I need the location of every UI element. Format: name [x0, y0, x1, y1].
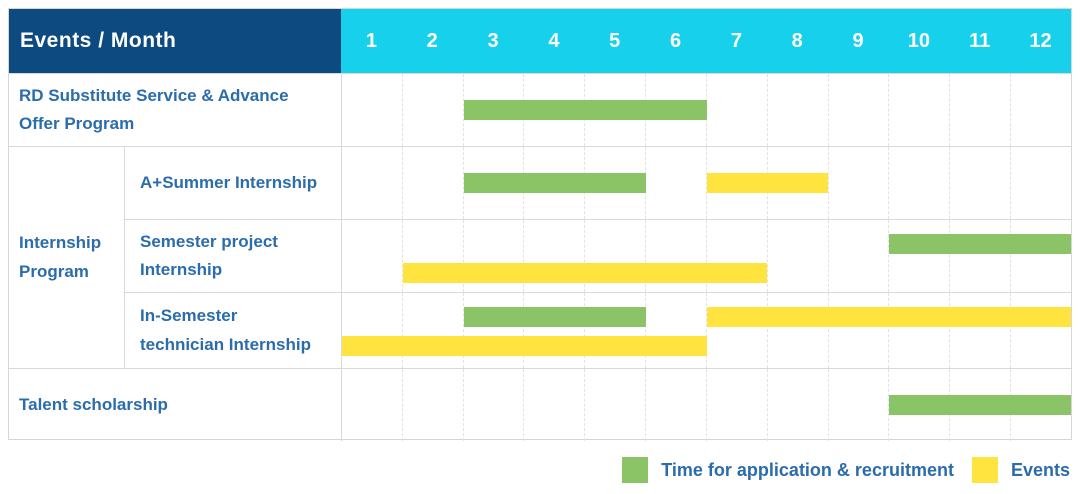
month-gridline-cell [645, 220, 706, 292]
month-header-label: 7 [730, 29, 742, 52]
month-gridline-cell [1010, 147, 1071, 219]
month-gridline-cell [705, 220, 767, 292]
month-gridline-cell [705, 369, 767, 441]
events-month-gantt-table: Events / Month 1 2 3 4 5 6 7 8 9 10 11 12 RD Substi… [8, 8, 1072, 441]
yellow-gantt-bar [402, 263, 768, 283]
green-gantt-bar [463, 173, 646, 193]
month-gridline-cell [766, 220, 828, 292]
month-gridline-cell [342, 369, 402, 441]
month-gridline-cell [949, 220, 1010, 292]
green-gantt-bar [888, 234, 1071, 254]
month-gridline-cell [827, 293, 889, 368]
month-gridline-cell [705, 293, 767, 368]
month-gridline-cell [342, 147, 402, 219]
month-gridline-cell [1010, 293, 1071, 368]
row-label-talent-scholarship: Talent scholarship [9, 368, 341, 441]
month-gridline-cell [1010, 220, 1071, 292]
legend-item-yellow: Events [971, 457, 1070, 483]
row-label-a-plus-summer: A+Summer Internship [124, 146, 341, 219]
month-gridline-cell [1010, 74, 1071, 146]
chart-row-a-plus-summer [341, 146, 1071, 219]
month-gridline-cell [401, 220, 463, 292]
months-header-row: 1 2 3 4 5 6 7 8 9 10 11 12 [341, 9, 1071, 73]
yellow-gantt-bar [706, 173, 828, 193]
yellow-swatch-icon [971, 457, 998, 483]
month-header-label: 5 [609, 29, 621, 52]
month-gridline-cell [401, 147, 463, 219]
month-gridline-cell [342, 74, 402, 146]
month-gridline-cell [766, 369, 828, 441]
month-gridline-cell [584, 369, 645, 441]
month-gridline-cell [888, 220, 949, 292]
green-gantt-bar [888, 395, 1071, 415]
month-gridline-cell [766, 74, 828, 146]
month-gridline-cell [523, 369, 584, 441]
month-gridline-cell [827, 74, 889, 146]
yellow-gantt-bar [706, 307, 1071, 327]
month-gridline-cell [584, 293, 645, 368]
month-gridline-cell [342, 293, 402, 368]
month-gridline-cell [584, 220, 645, 292]
month-gridline-cell [462, 369, 524, 441]
chart-row-talent-scholarship [341, 368, 1071, 441]
month-gridline-cell [949, 147, 1010, 219]
month-gridline-cell [888, 147, 949, 219]
month-header-label: 11 [969, 29, 991, 52]
green-gantt-bar [463, 100, 707, 120]
green-gantt-bar [463, 307, 646, 327]
month-gridline-cell [342, 220, 402, 292]
month-gridline-cell [949, 293, 1010, 368]
chart-row-in-semester-technician [341, 292, 1071, 368]
month-gridline-cell [645, 293, 706, 368]
month-gridline-cell [401, 74, 463, 146]
month-gridline-cell [888, 293, 949, 368]
green-swatch-icon [622, 457, 649, 483]
month-header-label: 2 [426, 29, 438, 52]
row-label-in-semester-technician: In-Semester technician Internship [124, 292, 341, 368]
month-gridline-cell [462, 147, 524, 219]
table-header-title: Events / Month [9, 9, 341, 73]
yellow-gantt-bar [342, 336, 707, 356]
month-gridline-cell [645, 147, 706, 219]
legend-label: Time for application & recruitment [661, 459, 954, 480]
month-gridline-cell [888, 74, 949, 146]
month-gridline-cell [523, 220, 584, 292]
month-gridline-cell [827, 147, 889, 219]
month-gridline-cell [766, 293, 828, 368]
month-header-label: 12 [1029, 29, 1052, 52]
month-gridline-cell [827, 369, 889, 441]
month-gridline-cell [705, 147, 767, 219]
month-gridline-cell [949, 74, 1010, 146]
row-label-rd-substitute: RD Substitute Service & Advance Offer Pr… [9, 73, 341, 146]
legend-item-green: Time for application & recruitment [622, 457, 954, 483]
month-header-label: 8 [791, 29, 803, 52]
month-header-label: 9 [852, 29, 864, 52]
row-label-semester-project: Semester project Internship [124, 219, 341, 292]
legend-label: Events [1010, 459, 1070, 480]
month-gridline-cell [523, 293, 584, 368]
month-header-label: 4 [548, 29, 560, 52]
month-gridline-cell [705, 74, 767, 146]
month-gridline-cell [462, 74, 524, 146]
chart-row-semester-project [341, 219, 1071, 292]
month-gridline-cell [462, 220, 524, 292]
group-label-internship-program: Internship Program [9, 146, 124, 368]
month-gridline-cell [401, 369, 463, 441]
month-header-label: 1 [365, 29, 377, 52]
month-gridline-cell [401, 293, 463, 368]
month-header-label: 3 [487, 29, 499, 52]
month-header-label: 10 [907, 29, 930, 52]
month-gridline-cell [462, 293, 524, 368]
month-gridline-cell [645, 369, 706, 441]
month-header-label: 6 [669, 29, 682, 52]
legend: Time for application & recruitment Events [622, 451, 1070, 489]
month-gridline-cell [827, 220, 889, 292]
chart-row-rd-substitute [341, 73, 1071, 146]
